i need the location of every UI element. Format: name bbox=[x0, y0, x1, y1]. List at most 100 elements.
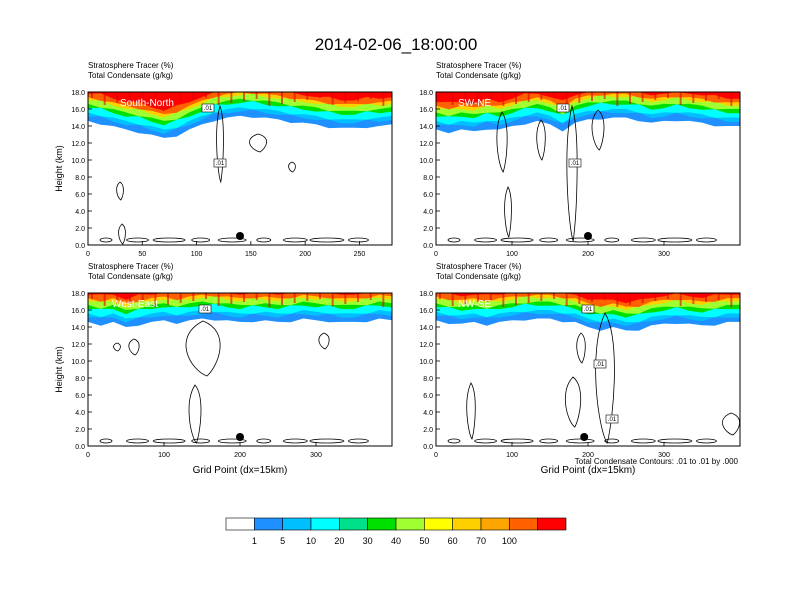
tracer-streak bbox=[692, 92, 695, 103]
tracer-streak bbox=[705, 293, 707, 302]
tracer-streak bbox=[477, 92, 479, 101]
x-axis: 0 100 200 300 bbox=[434, 241, 670, 258]
y-tick-label: 10.0 bbox=[71, 158, 85, 165]
y-tick-label: 12.0 bbox=[71, 342, 85, 349]
condensate-contour bbox=[318, 332, 330, 350]
tracer-streak bbox=[179, 293, 182, 303]
tracer-streak bbox=[369, 293, 372, 300]
x-tick-label: 300 bbox=[310, 452, 322, 459]
contour-label-text: .01 bbox=[201, 307, 210, 313]
contour-label-box bbox=[198, 304, 212, 314]
x-tick-label: 0 bbox=[434, 251, 438, 258]
tracer-streak bbox=[129, 293, 131, 302]
y-tick-label: 12.0 bbox=[419, 342, 433, 349]
y-axis: 0.0 2.0 4.0 6.0 8.0 10.0 12.0 14.0 16.0 18.0 bbox=[419, 291, 440, 451]
tracer-band-7 bbox=[88, 293, 392, 304]
colorbar-label: 40 bbox=[391, 536, 401, 546]
x-tick-label: 150 bbox=[245, 251, 257, 258]
y-tick-label: 16.0 bbox=[71, 308, 85, 315]
tracer-streak bbox=[717, 92, 720, 99]
tracer-streak bbox=[268, 92, 271, 106]
condensate-contours bbox=[447, 104, 717, 243]
colorbar-label: 100 bbox=[502, 536, 517, 546]
tracer-streak bbox=[357, 293, 359, 302]
surface-cloud-contour bbox=[447, 237, 461, 243]
y-tick-label: 0.0 bbox=[75, 243, 85, 250]
colorbar-label: 50 bbox=[419, 536, 429, 546]
tracer-streak bbox=[565, 293, 568, 306]
colorbar-label: 70 bbox=[476, 536, 486, 546]
tracer-streak bbox=[515, 293, 517, 305]
tracer-streak bbox=[540, 92, 543, 100]
contour-label-text: .01 bbox=[559, 106, 568, 112]
y-tick-label: 14.0 bbox=[71, 124, 85, 131]
x-tick-label: 0 bbox=[86, 452, 90, 459]
tracer-streak bbox=[230, 293, 233, 304]
x-axis: 0 100 200 300 Grid Point (dx=15km) bbox=[86, 442, 322, 476]
y-tick-label: 14.0 bbox=[71, 325, 85, 332]
surface-cloud-contour bbox=[500, 438, 534, 444]
tracer-streak bbox=[502, 293, 505, 307]
contour-label-1: .01 bbox=[198, 304, 212, 314]
condensate-contour bbox=[128, 338, 140, 356]
colorbar-swatch bbox=[537, 517, 567, 531]
y-tick-label: 12.0 bbox=[71, 141, 85, 148]
condensate-contour bbox=[118, 223, 126, 245]
surface-cloud-contour bbox=[696, 438, 717, 444]
tracer-streak bbox=[591, 92, 593, 101]
y-tick-label: 4.0 bbox=[423, 410, 433, 417]
tracer-streak bbox=[502, 92, 505, 106]
y-tick-label: 10.0 bbox=[419, 359, 433, 366]
contour-label-text: .01 bbox=[216, 161, 225, 167]
surface-cloud-contour bbox=[99, 438, 113, 444]
tracer-streak bbox=[268, 293, 271, 307]
tracer-streak bbox=[331, 92, 334, 105]
tracer-streak bbox=[439, 92, 441, 98]
y-tick-label: 16.0 bbox=[71, 107, 85, 114]
condensate-contour bbox=[504, 186, 512, 239]
variable-label-tracer: Stratosphere Tracer (%) bbox=[436, 262, 522, 271]
colorbar-label: 10 bbox=[306, 536, 316, 546]
tracer-streak bbox=[382, 92, 385, 106]
contour-label-3: .01 bbox=[605, 414, 619, 424]
surface-cloud-contour bbox=[604, 237, 620, 243]
condensate-contour bbox=[466, 382, 476, 440]
tracer-streak bbox=[129, 92, 131, 101]
plot-frame bbox=[87, 91, 393, 246]
y-axis: 0.0 2.0 4.0 6.0 8.0 10.0 12.0 14.0 16.0 18.0 Heigh… bbox=[54, 291, 92, 451]
tracer-streak bbox=[217, 293, 220, 306]
condensate-contour bbox=[116, 181, 124, 201]
tracer-streak bbox=[439, 293, 441, 299]
contour-label-box bbox=[568, 158, 582, 168]
y-tick-label: 2.0 bbox=[423, 427, 433, 434]
colorbar-swatch bbox=[282, 517, 312, 531]
tracer-streak bbox=[331, 293, 334, 306]
location-marker bbox=[580, 433, 589, 441]
contour-label-text: .01 bbox=[204, 106, 213, 112]
cross-section-label: West-East bbox=[112, 299, 158, 310]
condensate-contour bbox=[566, 104, 578, 242]
variable-label-condensate: Total Condensate (g/kg) bbox=[88, 71, 173, 80]
y-tick-label: 16.0 bbox=[419, 308, 433, 315]
tracer-band-8 bbox=[436, 293, 740, 304]
tracer-band-8 bbox=[88, 92, 392, 111]
tracer-streak bbox=[667, 293, 669, 299]
tracer-streak bbox=[243, 293, 245, 302]
surface-cloud-contour bbox=[565, 237, 595, 243]
tracer-streak bbox=[679, 92, 682, 105]
surface-cloud-contour bbox=[191, 438, 211, 444]
contour-label-1: .01 bbox=[201, 103, 215, 113]
colorbar-swatch bbox=[339, 517, 368, 531]
surface-cloud-contour bbox=[126, 438, 149, 444]
contour-label-1: .01 bbox=[581, 304, 595, 314]
contour-label-2: .01 bbox=[568, 158, 582, 168]
surface-cloud-contour bbox=[539, 438, 559, 444]
tracer-streak bbox=[281, 92, 283, 104]
tracer-streak bbox=[451, 293, 454, 306]
tracer-streak bbox=[103, 92, 106, 105]
variable-label-tracer: Stratosphere Tracer (%) bbox=[88, 61, 174, 70]
tracer-streak bbox=[603, 293, 606, 300]
x-tick-label: 250 bbox=[354, 251, 366, 258]
tracer-streak bbox=[281, 293, 283, 305]
